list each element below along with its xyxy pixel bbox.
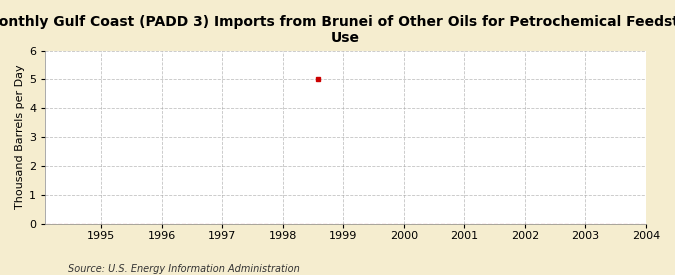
- Title: Monthly Gulf Coast (PADD 3) Imports from Brunei of Other Oils for Petrochemical : Monthly Gulf Coast (PADD 3) Imports from…: [0, 15, 675, 45]
- Text: Source: U.S. Energy Information Administration: Source: U.S. Energy Information Administ…: [68, 264, 299, 274]
- Y-axis label: Thousand Barrels per Day: Thousand Barrels per Day: [15, 65, 25, 210]
